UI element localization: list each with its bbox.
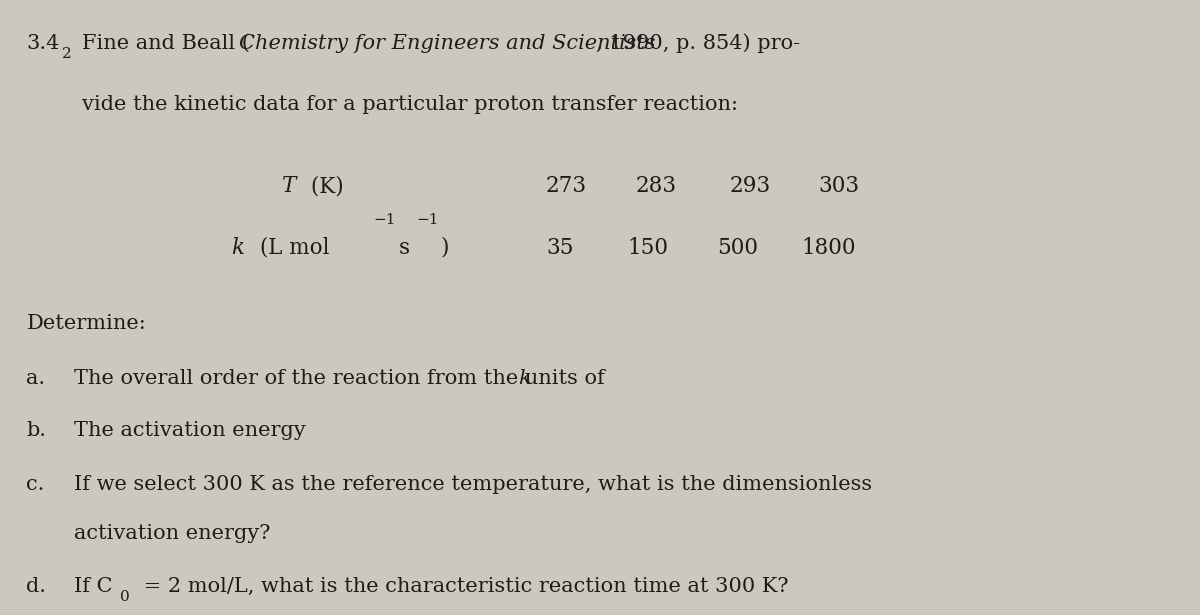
Text: Determine:: Determine: <box>26 314 146 333</box>
Text: 273: 273 <box>546 175 587 197</box>
Text: 0: 0 <box>120 590 130 605</box>
Text: k: k <box>518 369 532 388</box>
Text: If C: If C <box>74 577 113 596</box>
Text: 293: 293 <box>730 175 770 197</box>
Text: activation energy?: activation energy? <box>74 524 271 543</box>
Text: 1800: 1800 <box>802 237 856 259</box>
Text: ): ) <box>440 237 449 259</box>
Text: 303: 303 <box>818 175 859 197</box>
Text: a.: a. <box>26 369 46 388</box>
Text: b.: b. <box>26 421 47 440</box>
Text: = 2 mol/L, what is the characteristic reaction time at 300 K?: = 2 mol/L, what is the characteristic re… <box>137 577 788 596</box>
Text: T: T <box>282 175 296 197</box>
Text: Fine and Beall (: Fine and Beall ( <box>82 34 250 53</box>
Text: −1: −1 <box>373 213 396 228</box>
Text: The overall order of the reaction from the units of: The overall order of the reaction from t… <box>74 369 612 388</box>
Text: 2: 2 <box>62 47 72 62</box>
Text: vide the kinetic data for a particular proton transfer reaction:: vide the kinetic data for a particular p… <box>82 95 738 114</box>
Text: c.: c. <box>26 475 44 494</box>
Text: , 1990, p. 854) pro-: , 1990, p. 854) pro- <box>596 34 800 54</box>
Text: 500: 500 <box>718 237 758 259</box>
Text: 283: 283 <box>636 175 677 197</box>
Text: Chemistry for Engineers and Scientists: Chemistry for Engineers and Scientists <box>239 34 655 53</box>
Text: 3.4: 3.4 <box>26 34 60 53</box>
Text: k: k <box>232 237 245 259</box>
Text: 150: 150 <box>628 237 668 259</box>
Text: (L mol: (L mol <box>253 237 330 259</box>
Text: −1: −1 <box>416 213 439 228</box>
Text: If we select 300 K as the reference temperature, what is the dimensionless: If we select 300 K as the reference temp… <box>74 475 872 494</box>
Text: 35: 35 <box>546 237 574 259</box>
Text: s: s <box>398 237 409 259</box>
Text: The activation energy: The activation energy <box>74 421 306 440</box>
Text: (K): (K) <box>304 175 343 197</box>
Text: d.: d. <box>26 577 47 596</box>
